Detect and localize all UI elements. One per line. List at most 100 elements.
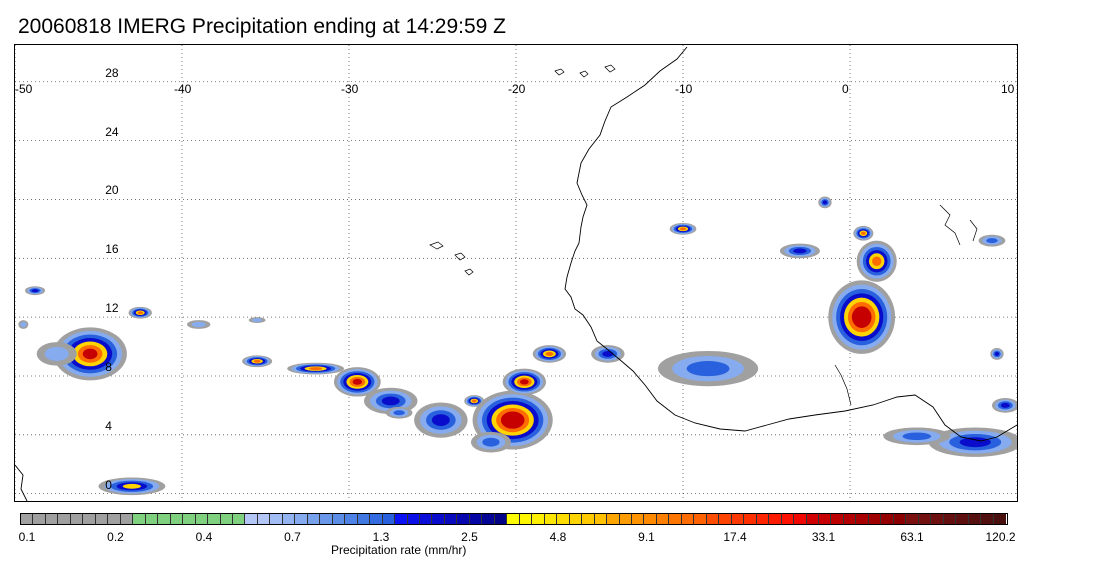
precip-contour: [31, 289, 39, 293]
colorbar-tick-label: 9.1: [638, 530, 655, 544]
precip-cell: [385, 406, 413, 419]
colorbar-swatch: [507, 514, 520, 524]
colorbar-swatch: [544, 514, 558, 524]
colorbar-swatch: [519, 514, 533, 524]
precip-contour: [253, 359, 261, 363]
colorbar-swatch: [395, 514, 408, 524]
colorbar-swatch: [619, 514, 632, 524]
colorbar-swatch: [432, 514, 445, 524]
precip-cell: [414, 402, 468, 438]
colorbar-tick-label: 4.8: [549, 530, 567, 544]
colorbar-swatch: [881, 514, 894, 524]
precip-cell: [818, 196, 832, 209]
colorbar-tick-label: 120.2: [985, 530, 1016, 544]
precip-contour: [686, 361, 730, 377]
precip-contour: [855, 310, 868, 324]
lon-label: 0: [842, 82, 849, 96]
colorbar-tick-label: 17.4: [723, 530, 747, 544]
colorbar-swatch: [170, 514, 184, 524]
precip-cell: [187, 320, 211, 329]
colorbar-swatch: [694, 514, 707, 524]
colorbar-swatch: [444, 514, 458, 524]
precip-cell: [991, 398, 1017, 413]
precip-contour: [82, 348, 98, 360]
lat-label: 28: [105, 65, 119, 80]
colorbar-swatch: [532, 514, 545, 524]
colorbar-swatch: [45, 514, 59, 524]
lat-label: 16: [105, 242, 119, 257]
colorbar-swatch: [482, 514, 495, 524]
colorbar-swatch: [345, 514, 358, 524]
precip-contour: [482, 437, 500, 447]
precip-contour: [602, 350, 614, 357]
colorbar-swatch: [407, 514, 420, 524]
colorbar-swatch: [918, 514, 932, 524]
lon-label: 10: [1001, 82, 1015, 96]
colorbar-tick-label: 0.7: [284, 530, 301, 544]
colorbar-swatch: [33, 514, 46, 524]
colorbar-swatch: [819, 514, 832, 524]
colorbar-swatch: [257, 514, 271, 524]
colorbar-swatch: [420, 514, 433, 524]
precip-cell: [18, 320, 29, 329]
lat-label: 8: [105, 359, 112, 374]
lon-label: -20: [508, 82, 526, 96]
precip-contour: [959, 437, 991, 448]
precip-cell: [669, 222, 697, 235]
colorbar-swatch: [607, 514, 620, 524]
colorbar-swatch: [656, 514, 670, 524]
colorbar-swatch: [669, 514, 682, 524]
colorbar-swatch: [158, 514, 171, 524]
precip-cell: [36, 342, 77, 366]
precip-cell: [928, 427, 1017, 457]
precip-cell: [287, 362, 344, 375]
colorbar-swatch: [906, 514, 919, 524]
precip-contour: [902, 432, 932, 441]
colorbar-swatch: [956, 514, 969, 524]
colorbar-swatch: [232, 514, 246, 524]
colorbar-swatch: [794, 514, 807, 524]
precip-cell: [25, 286, 46, 296]
precip-cell: [591, 345, 625, 363]
precipitation-map: -50 -40 -30 -20 -10 0 10 28 24 20 16 12 8 4 0: [14, 44, 1018, 502]
precip-cell: [502, 368, 547, 396]
precipitation-field: [18, 196, 1017, 496]
precip-cell: [990, 348, 1004, 360]
colorbar-swatch: [21, 514, 34, 524]
colorbar-swatch: [220, 514, 233, 524]
colorbar-swatch: [195, 514, 209, 524]
precip-contour: [986, 238, 998, 244]
colorbar-swatch: [70, 514, 84, 524]
lat-label: 20: [105, 183, 119, 198]
colorbar-swatch: [370, 514, 383, 524]
precip-contour: [44, 346, 69, 361]
map-title: 20060818 IMERG Precipitation ending at 1…: [18, 15, 506, 38]
colorbar-swatch: [145, 514, 159, 524]
colorbar-swatch: [569, 514, 583, 524]
colorbar-swatch: [744, 514, 757, 524]
colorbar-swatch: [769, 514, 782, 524]
lon-label: -10: [675, 82, 693, 96]
lat-label: 12: [105, 301, 119, 316]
colorbar-swatch: [307, 514, 321, 524]
precip-cell: [779, 243, 820, 259]
colorbar-swatch: [806, 514, 819, 524]
colorbar-swatch: [868, 514, 882, 524]
colorbar-swatch: [83, 514, 96, 524]
coastline: [15, 46, 1017, 501]
colorbar-swatch: [631, 514, 645, 524]
colorbar-swatch: [320, 514, 333, 524]
colorbar-tick-label: 33.1: [811, 530, 836, 544]
lon-label: -40: [174, 82, 192, 96]
precip-cell: [883, 427, 951, 446]
colorbar-swatch: [382, 514, 396, 524]
colorbar-swatch: [706, 514, 720, 524]
colorbar-swatch: [719, 514, 732, 524]
colorbar-swatch: [731, 514, 745, 524]
niger-river: [834, 364, 852, 406]
lon-label: -50: [15, 82, 33, 96]
precip-contour: [381, 396, 400, 406]
lower-left-coast: [15, 464, 28, 501]
colorbar-swatch: [469, 514, 483, 524]
colorbar-swatch: [981, 514, 994, 524]
